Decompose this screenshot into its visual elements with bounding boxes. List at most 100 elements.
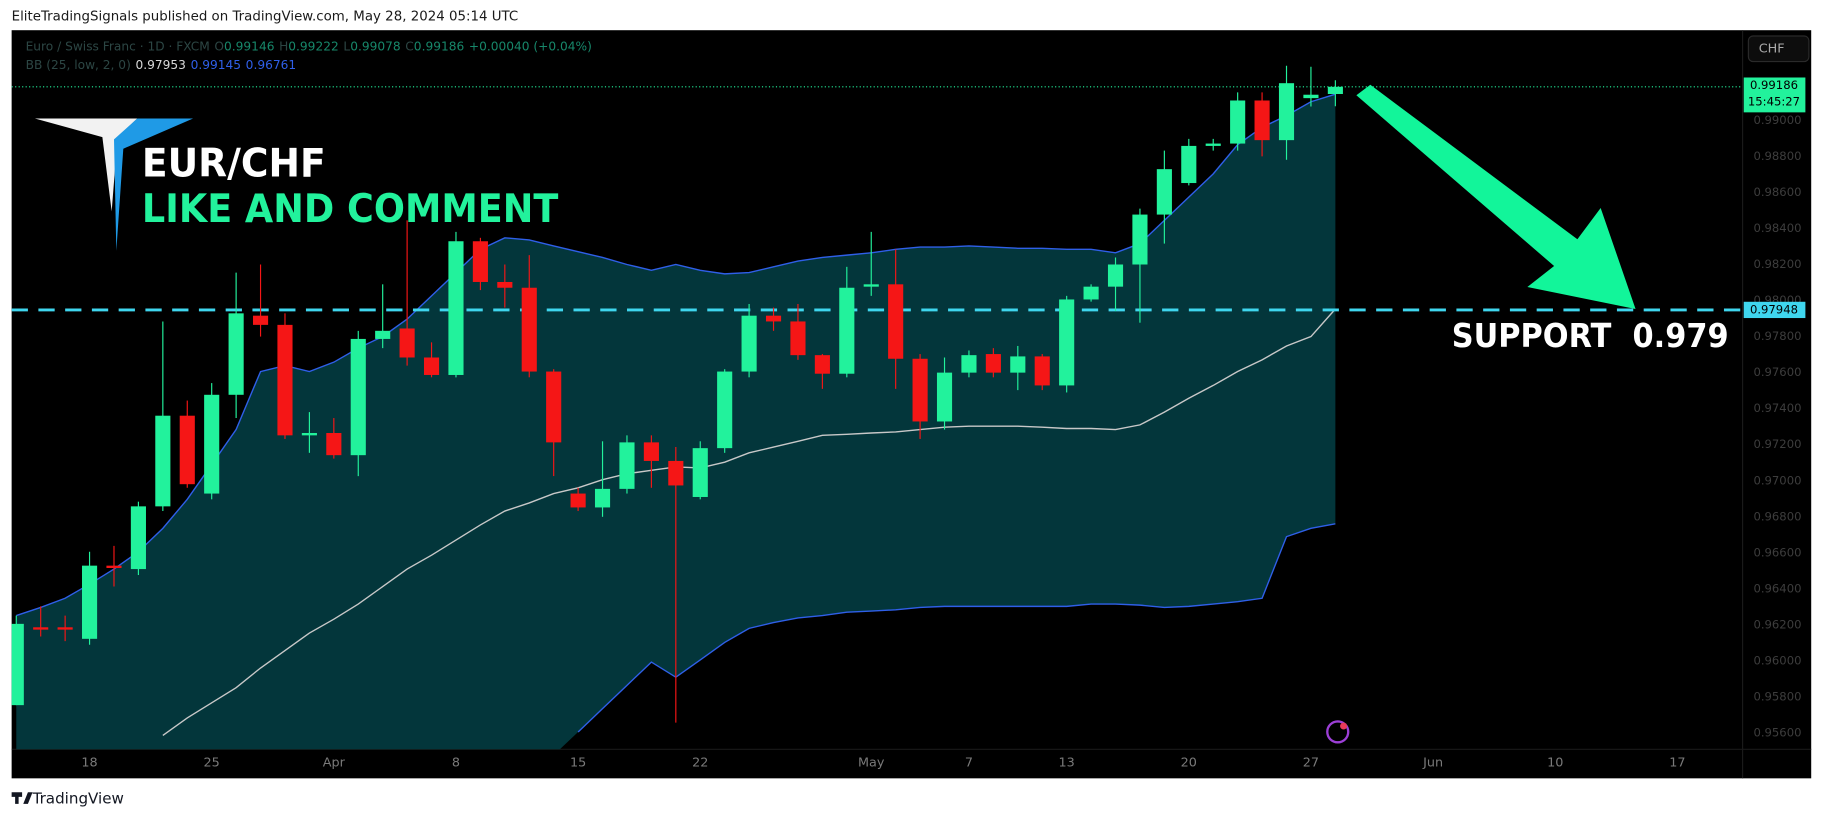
candle-body xyxy=(350,338,366,456)
ohlc-value: 0.99146 xyxy=(224,39,274,53)
candle-body xyxy=(863,284,879,287)
candle-body xyxy=(1230,100,1246,144)
y-tick-label: 0.96000 xyxy=(1753,653,1801,667)
overlay-subtitle: LIKE AND COMMENT xyxy=(142,186,558,232)
candle-body xyxy=(1059,299,1075,386)
x-tick-label: 18 xyxy=(81,756,97,771)
candle-body xyxy=(741,315,757,372)
y-tick-label: 0.97600 xyxy=(1753,365,1801,379)
event-icon[interactable] xyxy=(1326,720,1350,744)
candle-body xyxy=(594,488,611,508)
candle-body xyxy=(179,415,195,485)
candle-body xyxy=(1034,356,1050,386)
candle-body xyxy=(1107,264,1124,287)
candle-body xyxy=(130,506,146,570)
candle-body xyxy=(888,284,904,359)
y-tick-label: 0.96200 xyxy=(1753,617,1801,631)
y-tick-label: 0.97400 xyxy=(1753,401,1801,415)
x-tick-label: Apr xyxy=(323,756,346,771)
candle-body xyxy=(301,433,317,436)
y-tick-label: 0.95600 xyxy=(1753,726,1801,740)
x-tick-label: 8 xyxy=(452,756,460,771)
candle-body xyxy=(399,328,415,358)
y-tick-label: 0.98600 xyxy=(1753,185,1801,199)
plot-area xyxy=(11,65,1743,750)
ohlc-value: 0.99186 xyxy=(414,39,464,53)
bb-upper xyxy=(16,93,1336,617)
candle-body xyxy=(814,355,830,374)
x-tick-label: Jun xyxy=(1422,756,1443,771)
candle-body xyxy=(912,358,928,422)
candle-body xyxy=(1254,100,1270,141)
axes: 0.95600 0.95800 0.96000 0.96200 0.96400 0.966… xyxy=(81,77,1806,771)
candle-body xyxy=(1278,83,1295,141)
ohlc-key: C xyxy=(405,39,414,53)
candle-body xyxy=(1181,145,1197,184)
bb-upper-value: 0.99145 xyxy=(191,58,241,72)
indicator-name: BB (25, low, 2, 0) xyxy=(26,58,131,72)
y-tick-label: 0.98400 xyxy=(1753,221,1801,235)
support-price-label: 0.97948 xyxy=(1750,302,1798,316)
candle-body xyxy=(717,371,733,449)
x-tick-label: 7 xyxy=(965,756,973,771)
candle-body xyxy=(692,448,708,497)
logo-white xyxy=(34,118,138,212)
ohlc-key: O xyxy=(214,39,224,53)
candle-body xyxy=(106,565,122,568)
candle-body xyxy=(668,460,684,486)
bb-lower-value: 0.96761 xyxy=(246,58,296,72)
ohlc-key: H xyxy=(279,39,288,53)
ohlc-value: 0.99222 xyxy=(288,39,338,53)
y-tick-label: 0.96800 xyxy=(1753,509,1801,523)
event-icon-dot xyxy=(1340,722,1348,730)
candle-body xyxy=(472,241,488,282)
overlay-title: EUR/CHF xyxy=(142,141,326,187)
x-tick-label: 22 xyxy=(692,756,708,771)
candle-body xyxy=(326,433,342,456)
candle-body xyxy=(81,565,98,639)
currency-button[interactable] xyxy=(1747,35,1810,63)
candle-body xyxy=(1303,94,1319,99)
support-annotation: SUPPORT 0.979 xyxy=(1452,317,1729,355)
candle-body xyxy=(570,493,586,508)
candle-body xyxy=(839,287,855,374)
candle-body xyxy=(228,313,244,395)
candle-body xyxy=(643,442,659,461)
last-price-box xyxy=(1743,77,1806,113)
ohlc-value: 0.99078 xyxy=(350,39,400,53)
candle-body xyxy=(790,321,806,356)
y-tick-label: 0.95800 xyxy=(1753,690,1801,704)
candle-body xyxy=(936,372,953,422)
candle-body xyxy=(375,330,391,339)
candle-body xyxy=(1132,214,1148,265)
last-price-label: 0.99186 xyxy=(1750,78,1798,92)
candle-body xyxy=(423,357,440,375)
candle-body xyxy=(1156,169,1172,215)
band-fill xyxy=(16,94,1336,750)
candle-body xyxy=(1327,86,1343,95)
candle-body xyxy=(1083,286,1099,300)
y-tick-label: 0.98800 xyxy=(1753,149,1801,163)
candle-body xyxy=(1205,143,1221,146)
footer-brand: TradingView xyxy=(32,790,124,808)
candle-body xyxy=(765,315,782,322)
x-tick-label: 25 xyxy=(204,756,220,771)
candle-body xyxy=(497,281,513,288)
indicator-legend: BB (25, low, 2, 0) 0.97953 0.99145 0.96761 xyxy=(26,58,297,72)
candle-body xyxy=(961,355,977,373)
x-tick-label: 20 xyxy=(1181,756,1197,771)
bb-basis-value: 0.97953 xyxy=(136,58,186,72)
y-tick-label: 0.96400 xyxy=(1753,581,1801,595)
symbol-name: Euro / Swiss Franc · 1D · FXCM xyxy=(26,39,210,53)
y-tick-label: 0.96600 xyxy=(1753,545,1801,559)
currency-label: CHF xyxy=(1759,41,1785,56)
candle-body xyxy=(33,627,49,630)
x-tick-label: May xyxy=(858,756,885,771)
support-price-box xyxy=(1743,301,1806,319)
symbol-legend: Euro / Swiss Franc · 1D · FXCM O0.99146 H0… xyxy=(26,39,592,53)
bb-basis xyxy=(162,308,1336,736)
candle-body xyxy=(521,287,537,372)
x-tick-label: 15 xyxy=(570,756,586,771)
candle-body xyxy=(57,627,73,630)
